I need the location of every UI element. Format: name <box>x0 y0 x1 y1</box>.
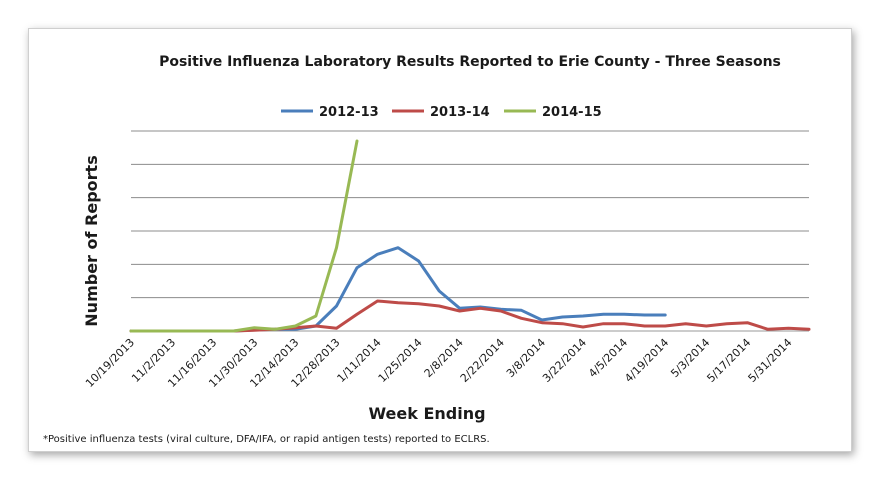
y-axis-title: Number of Reports <box>82 155 101 326</box>
x-tick-labels: 10/19/201311/2/201311/16/201311/30/20131… <box>83 336 794 390</box>
chart-title: Positive Influenza Laboratory Results Re… <box>159 54 781 70</box>
x-tick-label: 3/22/2014 <box>540 336 589 385</box>
chart-canvas: Positive Influenza Laboratory Results Re… <box>43 54 811 445</box>
chart-frame: Positive Influenza Laboratory Results Re… <box>28 28 852 452</box>
legend-label-2012-13: 2012-13 <box>319 105 379 120</box>
legend: 2012-13 2013-14 2014-15 <box>281 105 602 120</box>
x-tick-label: 4/19/2014 <box>622 336 671 385</box>
legend-label-2014-15: 2014-15 <box>542 105 602 120</box>
series-line-2013-14 <box>129 299 811 333</box>
legend-label-2013-14: 2013-14 <box>430 105 490 120</box>
gridlines <box>131 130 809 332</box>
series-line-2012-13 <box>129 246 667 333</box>
x-tick-label: 1/25/2014 <box>376 336 425 385</box>
series-line-2014-15 <box>129 139 359 333</box>
footnote: *Positive influenza tests (viral culture… <box>43 434 490 445</box>
x-axis-title: Week Ending <box>368 404 485 423</box>
series-lines <box>129 139 811 333</box>
x-tick-label: 10/19/2013 <box>83 336 137 390</box>
x-tick-label: 5/31/2014 <box>745 336 794 385</box>
x-tick-label: 2/22/2014 <box>458 336 507 385</box>
